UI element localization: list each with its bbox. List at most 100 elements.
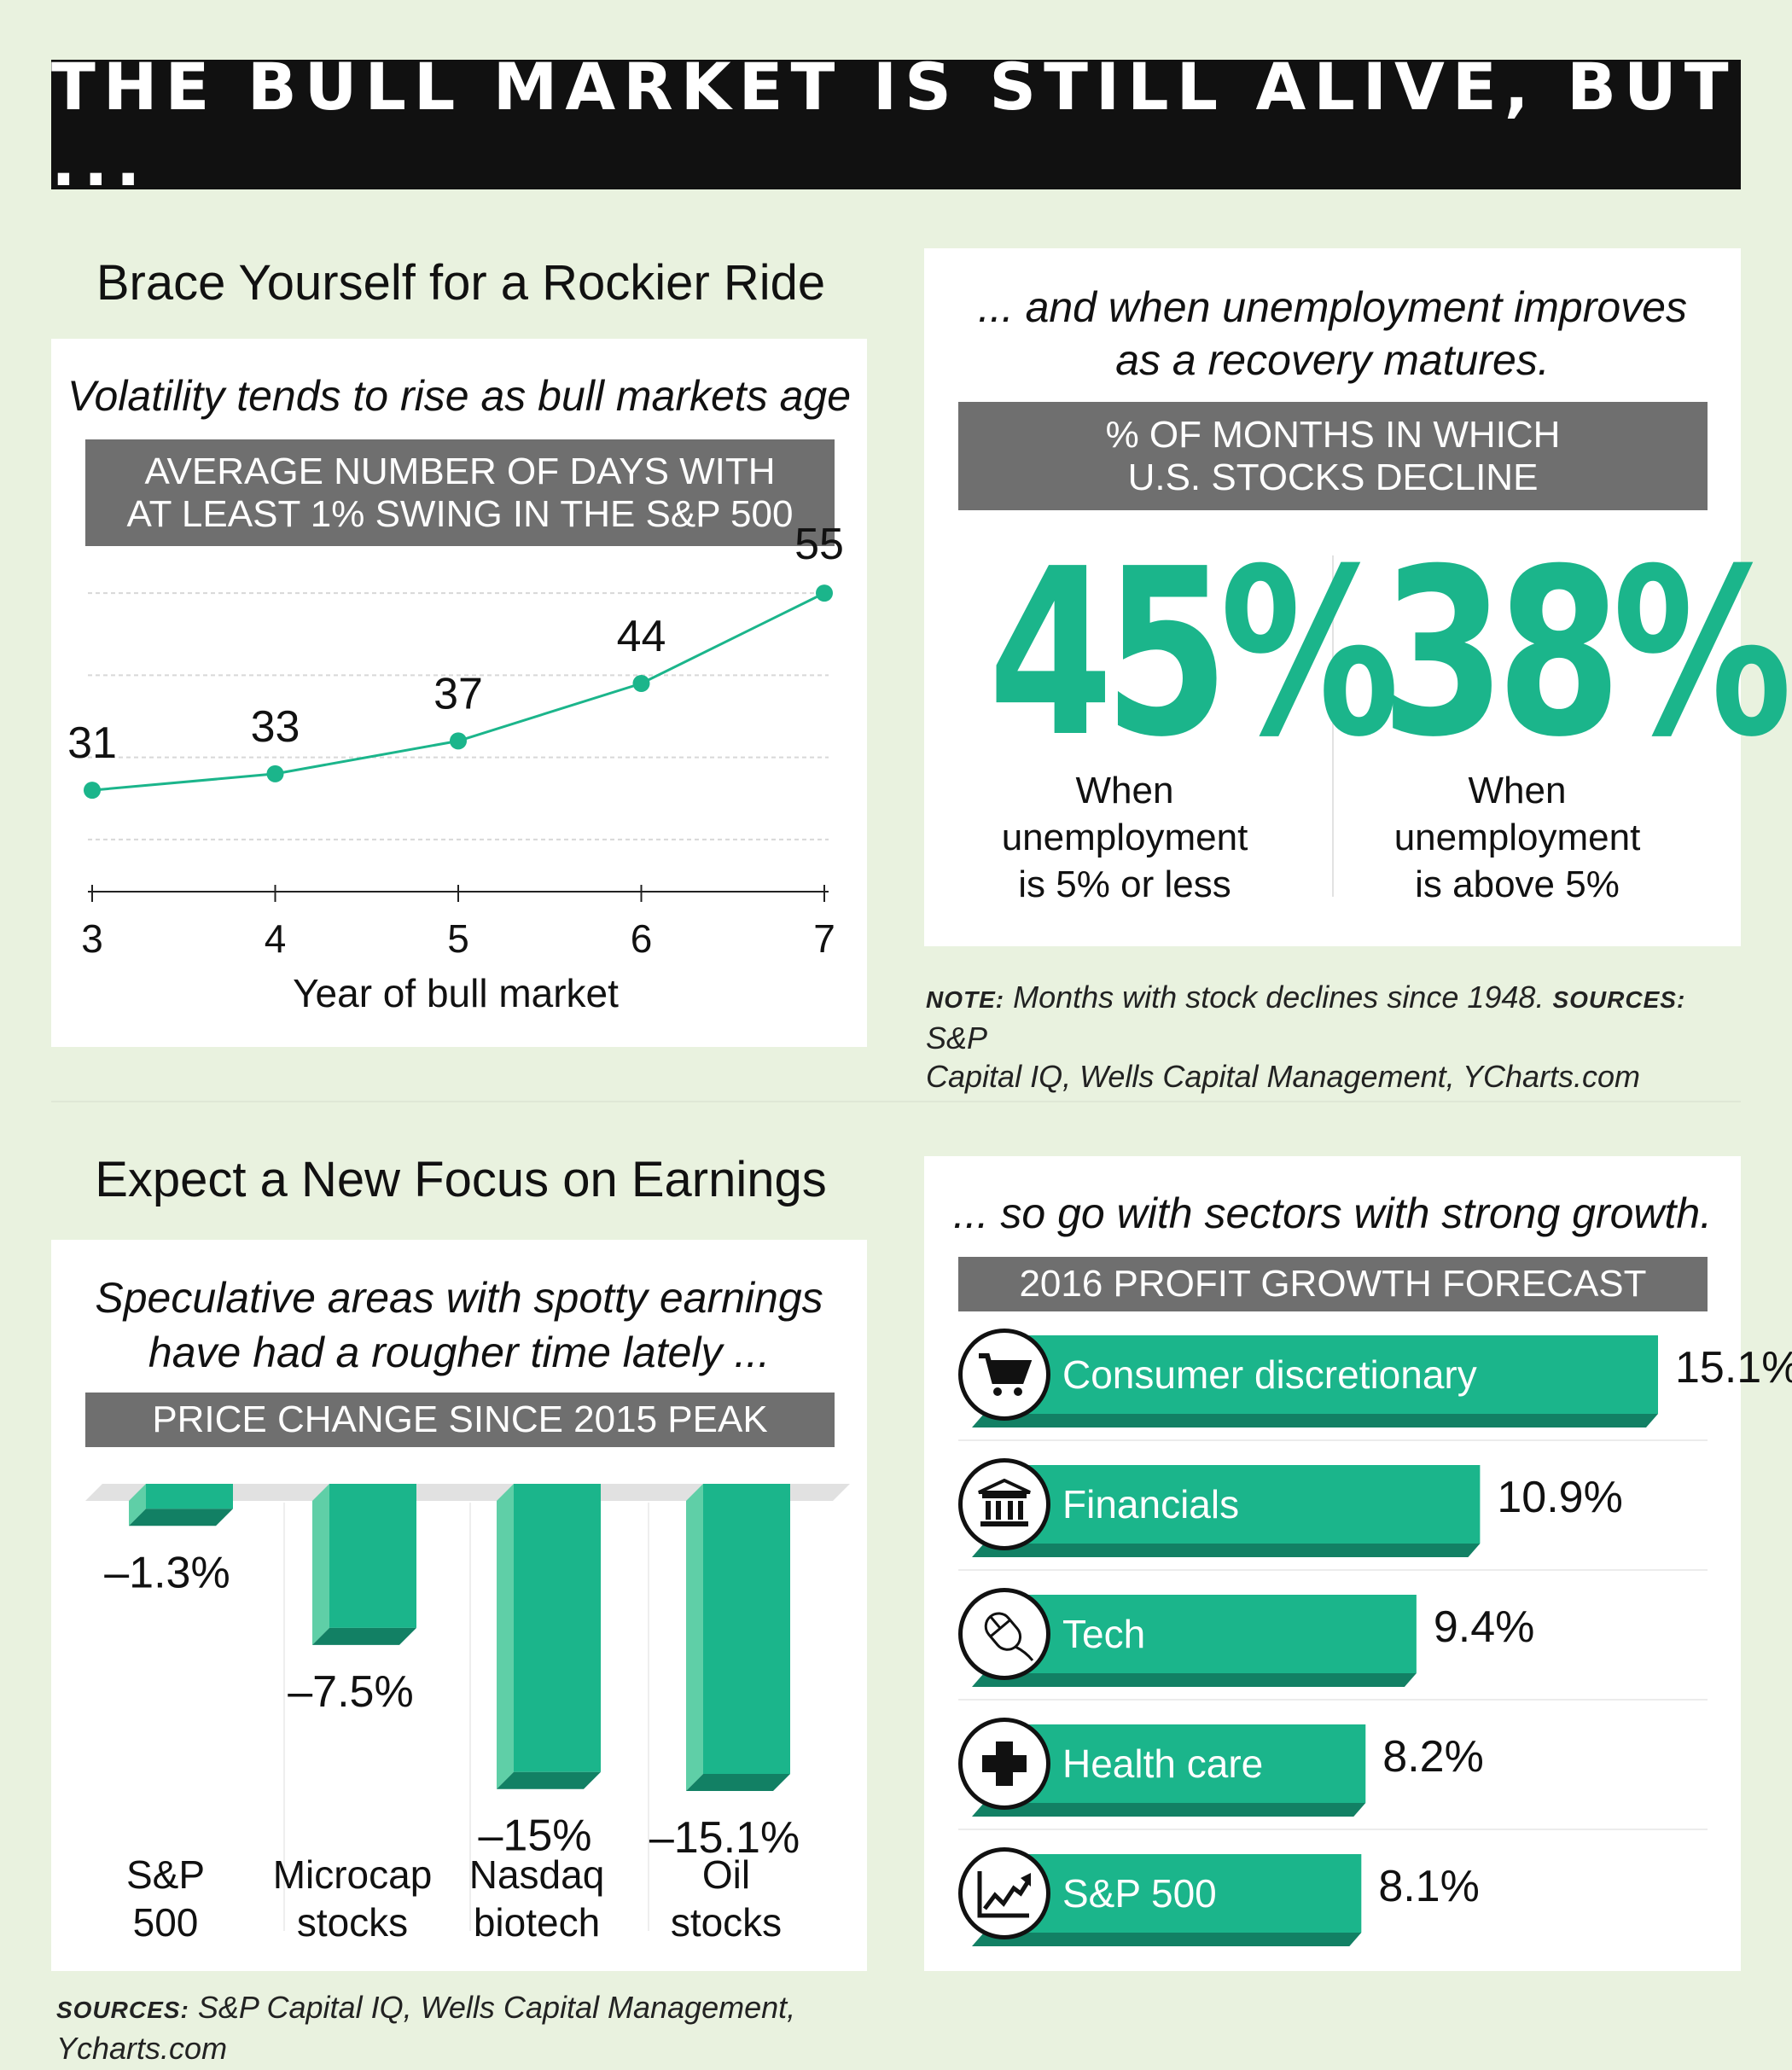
profit-growth-bar-chart: Consumer discretionary 15.1% Financials 10.… xyxy=(924,1156,1792,1971)
unemployment-chart-title-line1: % OF MONTHS IN WHICH xyxy=(1105,413,1561,456)
price-bar-bottom xyxy=(129,1509,233,1526)
growth-bar-graphic: Financials xyxy=(972,1465,1481,1557)
data-point xyxy=(266,765,284,782)
note-label: NOTE: xyxy=(926,986,1005,1013)
sources-text: S&P xyxy=(926,1020,988,1055)
category-label: 500 xyxy=(133,1900,199,1945)
data-point xyxy=(84,782,101,800)
category-label: S&P xyxy=(126,1852,205,1897)
section-divider xyxy=(51,1101,1741,1102)
growth-bar-bottom xyxy=(972,1933,1362,1946)
stat-label-line: unemployment xyxy=(1001,817,1248,858)
row-separator xyxy=(958,1699,1708,1701)
volatility-chart-title-line2: AT LEAST 1% SWING IN THE S&P 500 xyxy=(126,492,794,535)
volatility-subtitle: Volatility tends to rise as bull markets… xyxy=(67,372,852,469)
growth-bar xyxy=(1018,1854,1362,1933)
note-text: Months with stock declines since 1948. xyxy=(1013,980,1545,1015)
unemployment-heading-line1: ... and when unemployment improves xyxy=(978,283,1687,331)
unemployment-heading: ... and when unemployment improves as a … xyxy=(924,281,1741,387)
price-bar-bottom xyxy=(686,1774,790,1791)
growth-bar-label: Consumer discretionary xyxy=(1062,1352,1477,1397)
volatility-chart-title-line1: AVERAGE NUMBER OF DAYS WITH xyxy=(144,450,776,492)
stat-label-high-unemployment: When unemployment is above 5% xyxy=(1342,767,1692,908)
sectors-chart-title: 2016 PROFIT GROWTH FORECAST xyxy=(958,1257,1708,1311)
growth-bar-label: S&P 500 xyxy=(1062,1871,1217,1916)
category-label: Oil xyxy=(702,1852,750,1897)
data-point xyxy=(450,732,467,750)
x-tick-label: 6 xyxy=(631,916,653,961)
growth-bar-bottom xyxy=(972,1803,1366,1817)
unemployment-note: NOTE: Months with stock declines since 1… xyxy=(926,978,1745,1096)
stat-divider xyxy=(1332,555,1334,897)
category-label: biotech xyxy=(474,1900,600,1945)
earnings-panel: Speculative areas with spotty earnings h… xyxy=(51,1240,867,1971)
data-label: 55 xyxy=(794,520,844,569)
growth-bar-value: 8.2% xyxy=(1382,1732,1484,1782)
growth-bar-bottom xyxy=(972,1544,1481,1557)
sectors-heading: ... so go with sectors with strong growt… xyxy=(952,1189,1713,1237)
category-label: stocks xyxy=(671,1900,782,1945)
price-bar-side xyxy=(686,1484,703,1791)
growth-bar-bottom xyxy=(972,1673,1417,1687)
stat-label-line: unemployment xyxy=(1393,817,1641,858)
volatility-chart-title: AVERAGE NUMBER OF DAYS WITH AT LEAST 1% … xyxy=(85,439,835,546)
unemployment-chart-title: % OF MONTHS IN WHICH U.S. STOCKS DECLINE xyxy=(958,402,1708,510)
stat-label-low-unemployment: When unemployment is 5% or less xyxy=(950,767,1300,908)
earnings-section-title: Expect a New Focus on Earnings xyxy=(95,1152,827,1207)
bar-value-label: –15.1% xyxy=(649,1813,800,1863)
earnings-chart-title-text: PRICE CHANGE SINCE 2015 PEAK xyxy=(152,1398,768,1440)
price-bar xyxy=(703,1484,790,1774)
unemployment-heading-line2: as a recovery matures. xyxy=(1115,336,1550,384)
growth-bar-value: 15.1% xyxy=(1675,1343,1792,1393)
x-tick-label: 3 xyxy=(81,916,103,961)
growth-bar xyxy=(1018,1595,1417,1673)
stat-label-line: When xyxy=(1075,770,1174,811)
sectors-panel: ... so go with sectors with strong growt… xyxy=(924,1156,1792,1971)
data-point xyxy=(816,584,833,602)
growth-bar-graphic: Consumer discretionary xyxy=(972,1335,1658,1427)
category-label: Microcap xyxy=(273,1852,433,1897)
category-label: stocks xyxy=(297,1900,408,1945)
bar-value-label: –15% xyxy=(479,1811,592,1861)
page-title: THE BULL MARKET IS STILL ALIVE, BUT ... xyxy=(51,49,1737,201)
stat-value-high-unemployment: 38% xyxy=(1381,519,1792,788)
growth-bar-label: Health care xyxy=(1062,1741,1263,1786)
sectors-chart-title-text: 2016 PROFIT GROWTH FORECAST xyxy=(1019,1263,1647,1305)
x-tick-label: 7 xyxy=(813,916,835,961)
growth-bar-graphic: Health care xyxy=(972,1724,1366,1817)
price-bar xyxy=(329,1484,416,1628)
stat-label-line: When xyxy=(1468,770,1567,811)
unemployment-chart-title-line2: U.S. STOCKS DECLINE xyxy=(1127,456,1539,498)
price-change-bar-chart: –1.3%S&P500–7.5%Microcapstocks–15%Nasdaq… xyxy=(85,1484,850,1945)
data-label: 33 xyxy=(251,702,300,752)
growth-bar-value: 8.1% xyxy=(1378,1862,1480,1911)
data-label: 31 xyxy=(67,718,117,768)
shopping-cart-icon xyxy=(958,1329,1050,1421)
row-separator xyxy=(958,1569,1708,1571)
growth-bar-graphic: Tech xyxy=(972,1595,1417,1687)
medical-cross-icon xyxy=(958,1718,1050,1810)
price-bar xyxy=(514,1484,601,1772)
growth-bar-label: Tech xyxy=(1062,1612,1145,1656)
chart-floor xyxy=(85,1484,850,1501)
growth-bar-value: 9.4% xyxy=(1433,1602,1535,1652)
row-separator xyxy=(958,1439,1708,1441)
growth-bar-label: Financials xyxy=(1062,1482,1239,1526)
bank-building-icon xyxy=(958,1458,1050,1550)
price-bar-side xyxy=(312,1484,329,1645)
price-bar-side xyxy=(129,1484,146,1526)
bar-value-label: –7.5% xyxy=(288,1667,413,1717)
footer-sources: SOURCES: S&P Capital IQ, Wells Capital M… xyxy=(56,1988,910,2067)
volatility-line-chart: 3 4 5 6 7 Year of bull market 31 33 37 44 55 xyxy=(67,520,844,1015)
rising-chart-icon xyxy=(958,1847,1050,1939)
footer-sources-text: S&P Capital IQ, Wells Capital Management… xyxy=(56,1990,796,2066)
price-bar-bottom xyxy=(312,1627,416,1645)
x-axis-label: Year of bull market xyxy=(293,971,619,1015)
data-label: 37 xyxy=(433,669,483,718)
sources-label: SOURCES: xyxy=(1552,986,1686,1013)
growth-bar xyxy=(1018,1724,1366,1803)
earnings-subtitle: Speculative areas with spotty earnings h… xyxy=(51,1270,867,1380)
x-tick-label: 5 xyxy=(447,916,469,961)
growth-bar-bottom xyxy=(972,1414,1658,1427)
growth-bar xyxy=(1018,1465,1481,1544)
